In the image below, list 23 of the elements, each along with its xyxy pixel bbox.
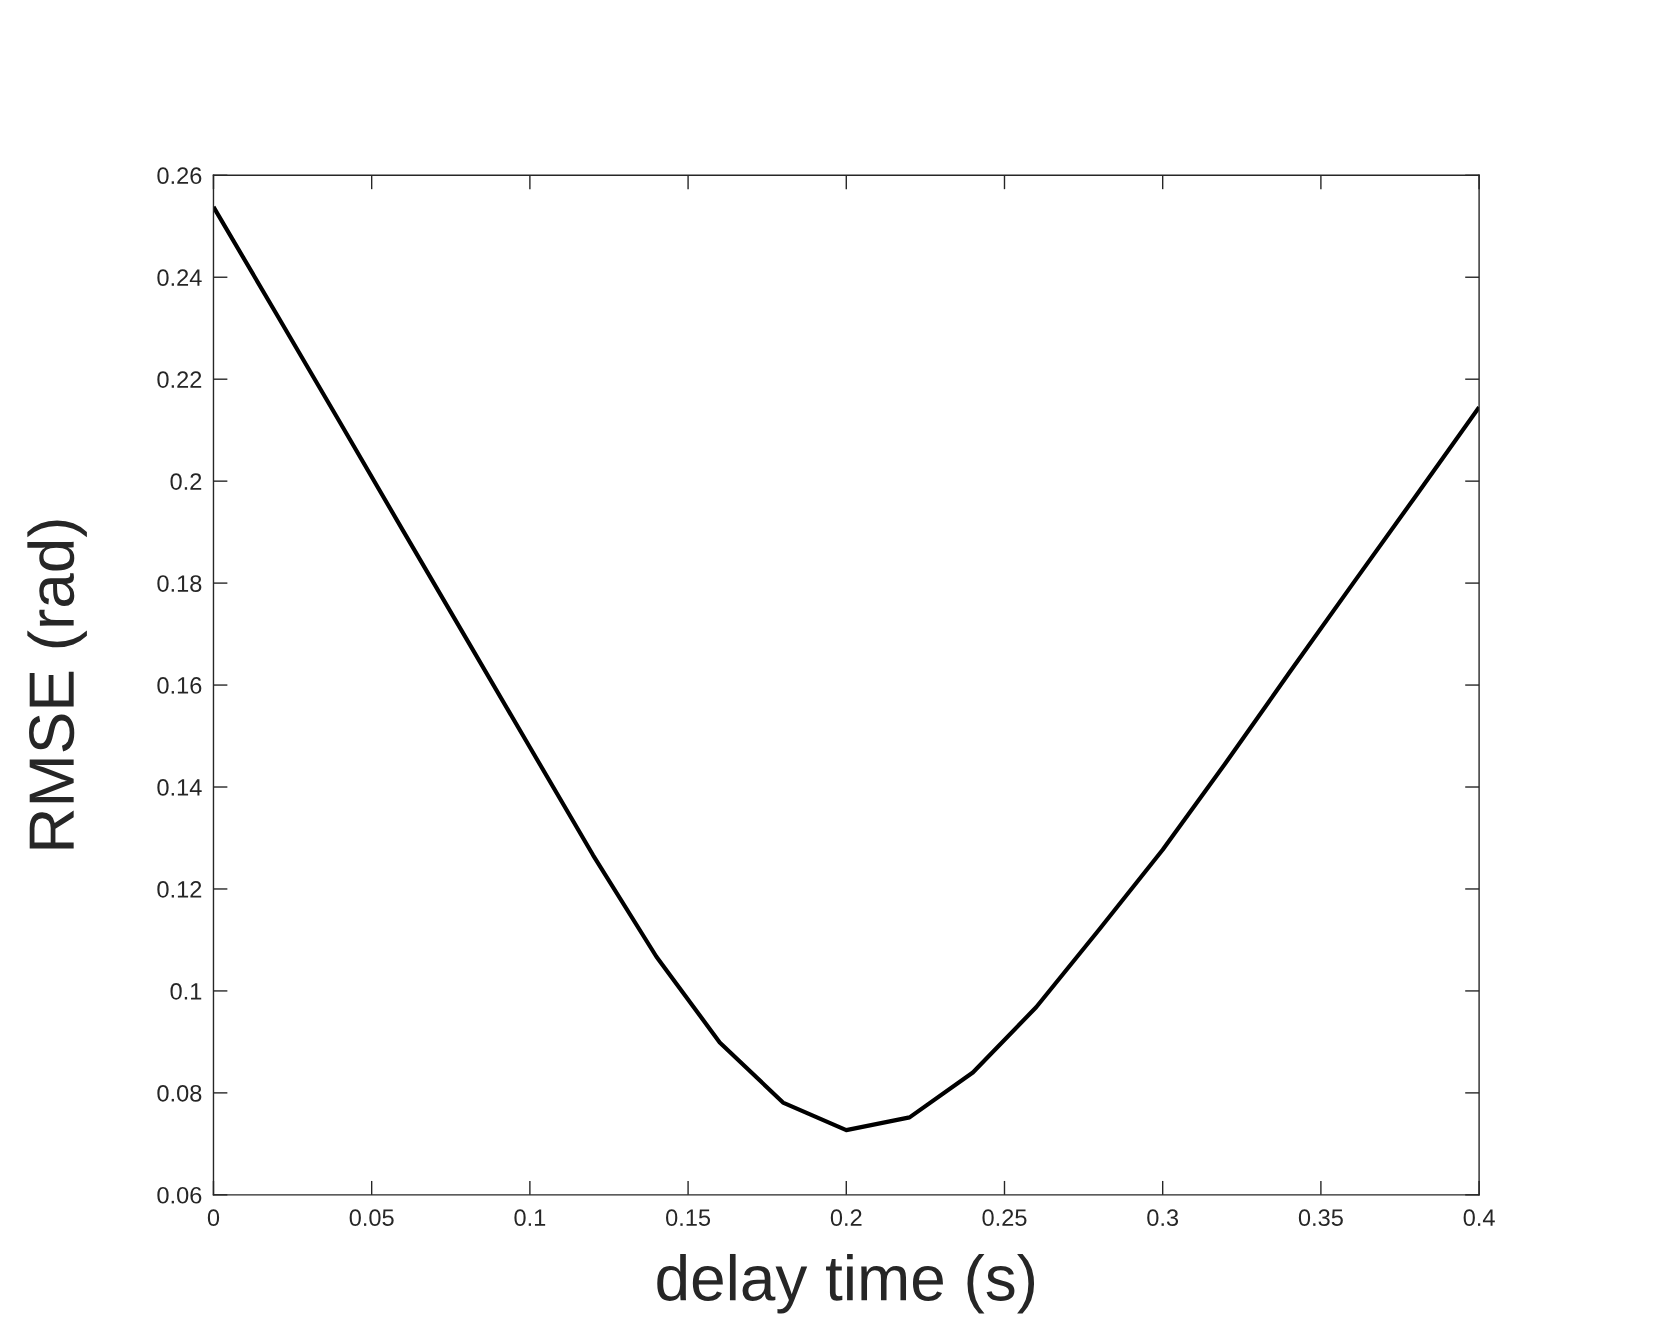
y-tick-label: 0.18	[157, 575, 202, 592]
x-tick-label: 0.35	[1298, 1209, 1343, 1227]
x-tick-label: 0	[207, 1209, 220, 1227]
line-series	[213, 204, 1480, 1133]
x-tick-label: 0.15	[666, 1209, 711, 1227]
x-tick-label: 0.05	[349, 1209, 394, 1227]
y-tick-label: 0.12	[157, 881, 202, 898]
x-tick-label: 0.1	[514, 1209, 546, 1227]
y-tick-label: 0.16	[157, 677, 202, 694]
x-tick-label: 0.4	[1463, 1209, 1495, 1227]
y-tick-label: 0.22	[157, 371, 202, 388]
y-axis-title: RMSE (rad)	[27, 520, 87, 849]
x-tick-label: 0.3	[1147, 1209, 1179, 1227]
y-tick-label: 0.2	[170, 473, 202, 490]
x-tick-label: 0.2	[830, 1209, 862, 1227]
y-tick-label: 0.1	[170, 982, 202, 1000]
y-tick-label: 0.08	[157, 1084, 202, 1102]
x-axis-title: delay time (s)	[657, 1253, 1035, 1314]
y-tick-label: 0.06	[157, 1186, 202, 1204]
y-tick-label: 0.14	[157, 779, 202, 796]
x-tick-label: 0.25	[982, 1209, 1027, 1227]
y-tick-label: 0.26	[157, 167, 202, 185]
y-tick-label: 0.24	[157, 269, 202, 287]
